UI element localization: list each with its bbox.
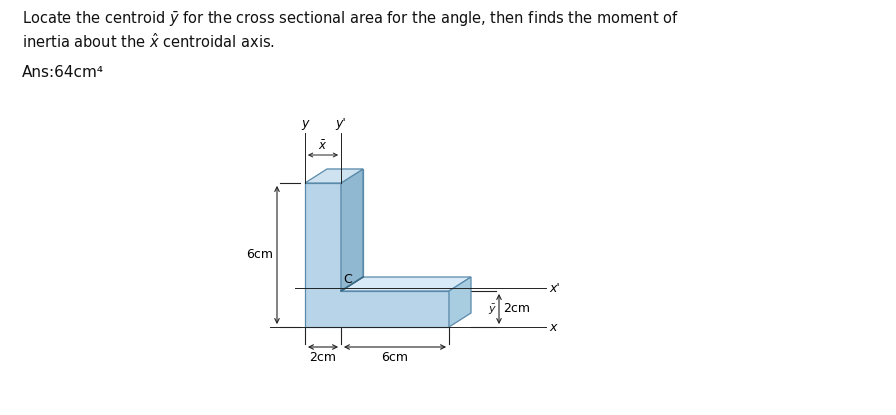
Text: 2cm: 2cm	[503, 303, 530, 315]
Text: 2cm: 2cm	[309, 351, 337, 364]
Polygon shape	[341, 169, 363, 291]
Polygon shape	[327, 169, 363, 277]
Text: x': x'	[549, 281, 560, 295]
Text: y: y	[301, 117, 309, 130]
Text: C: C	[343, 273, 352, 286]
Polygon shape	[449, 277, 471, 327]
Text: $\bar{y}$: $\bar{y}$	[488, 303, 497, 317]
Polygon shape	[305, 169, 363, 183]
Text: Locate the centroid $\bar{y}$ for the cross sectional area for the angle, then f: Locate the centroid $\bar{y}$ for the cr…	[22, 10, 679, 29]
Text: 6cm: 6cm	[382, 351, 409, 364]
Text: 6cm: 6cm	[246, 249, 273, 261]
Text: $\bar{x}$: $\bar{x}$	[318, 139, 328, 153]
Text: Ans:64cm⁴: Ans:64cm⁴	[22, 65, 104, 80]
Text: y': y'	[336, 117, 347, 130]
Polygon shape	[305, 183, 449, 327]
Polygon shape	[341, 277, 471, 291]
Text: x: x	[549, 320, 556, 334]
Text: inertia about the $\hat{x}$ centroidal axis.: inertia about the $\hat{x}$ centroidal a…	[22, 32, 275, 51]
